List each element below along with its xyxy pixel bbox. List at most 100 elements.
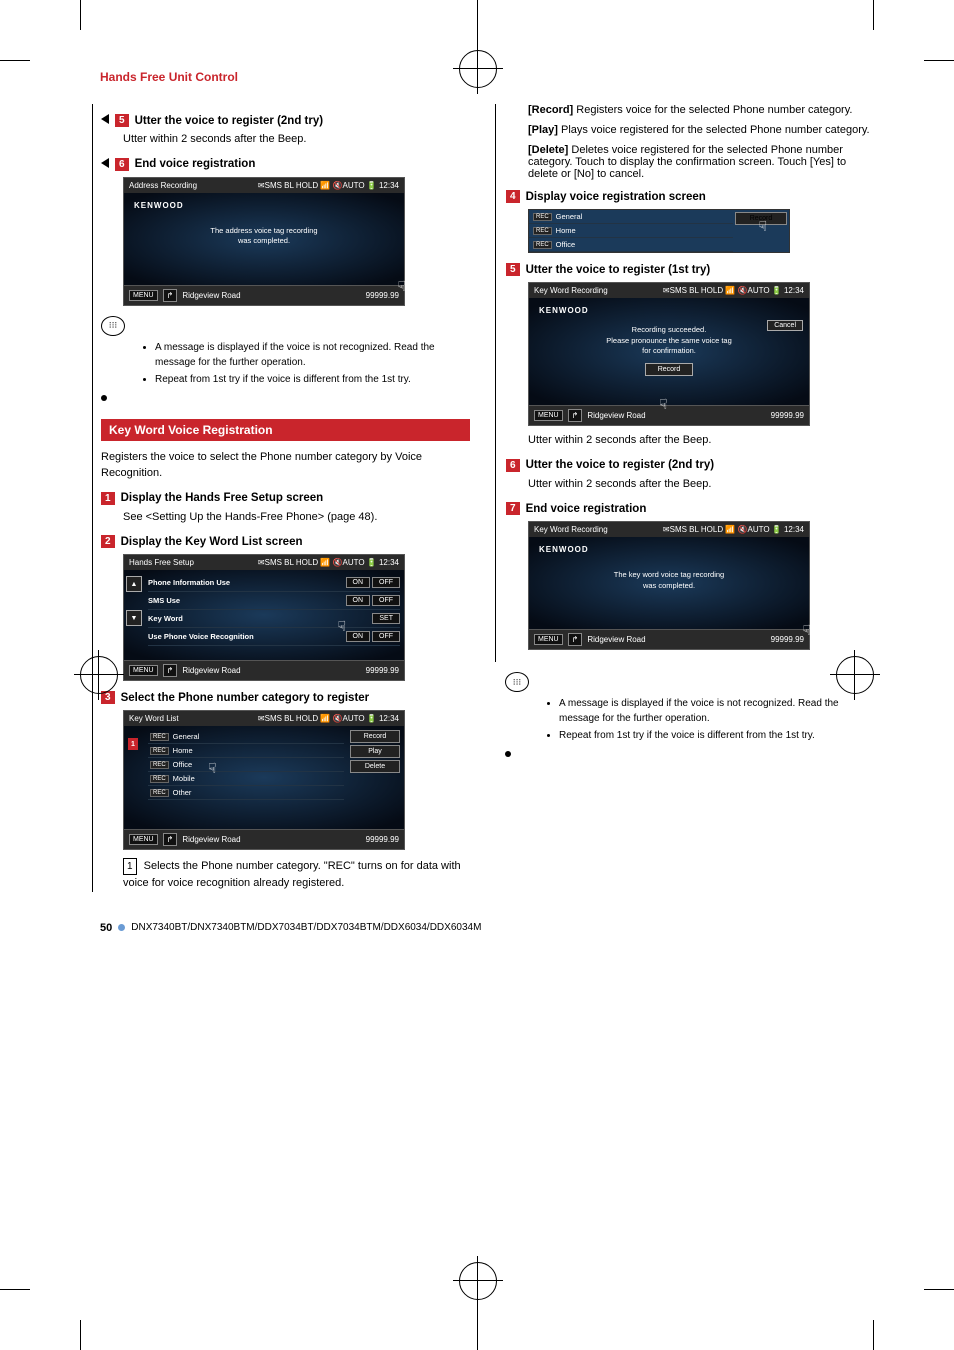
left-column: 5 Utter the voice to register (2nd try) … [92, 104, 470, 892]
step-title-3: Select the Phone number category to regi… [121, 692, 370, 704]
step5r-body: Utter within 2 seconds after the Beep. [528, 432, 874, 449]
def-delete: [Delete] Deletes voice registered for th… [528, 144, 874, 180]
screenshot-keyword-list: Key Word List ✉SMS BL HOLD 📶 🔇AUTO 🔋 12:… [123, 710, 405, 850]
screenshot-keyword-recording: Key Word Recording ✉SMS BL HOLD 📶 🔇AUTO … [528, 282, 810, 426]
on-button[interactable]: ON [346, 631, 371, 642]
pointer-hand-icon: ☟ [337, 618, 346, 635]
end-dot [101, 395, 107, 401]
off-button[interactable]: OFF [372, 631, 400, 642]
shot1-line2: was completed. [130, 236, 398, 247]
pointer-hand-icon: ☟ [758, 218, 767, 235]
arrow-icon[interactable]: ↱ [568, 633, 583, 646]
arrow-icon[interactable]: ↱ [163, 833, 178, 846]
shot5-icons: ✉SMS BL HOLD 📶 🔇AUTO 🔋 12:34 [663, 286, 804, 295]
menu-button[interactable]: MENU [129, 834, 158, 845]
on-button[interactable]: ON [346, 577, 371, 588]
list-item[interactable]: RECOffice [529, 238, 733, 252]
rec-tag: REC [533, 227, 552, 235]
rec-tag: REC [533, 213, 552, 221]
def-text: Registers voice for the selected Phone n… [576, 104, 852, 116]
on-button[interactable]: ON [346, 595, 371, 606]
step-num-2: 2 [101, 535, 115, 548]
ear-icon: ⁝⁝⁝ [101, 316, 125, 336]
row-voice-rec: Use Phone Voice Recognition [148, 632, 254, 641]
menu-button[interactable]: MENU [534, 634, 563, 645]
off-button[interactable]: OFF [372, 595, 400, 606]
shot5-line1: Recording succeeded. [535, 325, 803, 336]
menu-button[interactable]: MENU [534, 410, 563, 421]
step-num-1: 1 [101, 492, 115, 505]
road-name: Ridgeview Road [587, 411, 645, 420]
step-2: 2 Display the Key Word List screen [101, 535, 470, 548]
screenshot-voice-reg-small: RECGeneral RECHome RECOffice Record ☟ [528, 209, 790, 253]
step-num-5: 5 [115, 114, 129, 127]
step-title-6: End voice registration [135, 158, 256, 170]
note-1r: A message is displayed if the voice is n… [559, 696, 874, 726]
record-button[interactable]: Record [645, 363, 694, 377]
play-button[interactable]: Play [350, 745, 400, 758]
banner-subtitle: Registers the voice to select the Phone … [101, 449, 470, 482]
row-keyword: Key Word [148, 614, 183, 623]
list-item[interactable]: RECMobile [148, 772, 344, 786]
row-sms: SMS Use [148, 596, 180, 605]
note-icon: ⁝⁝⁝ [101, 316, 470, 336]
item-label: General [173, 732, 200, 741]
right-column: [Record] Registers voice for the selecte… [505, 104, 874, 892]
off-button[interactable]: OFF [372, 577, 400, 588]
list-item[interactable]: REC General [148, 730, 344, 744]
item-label: Mobile [173, 774, 195, 783]
set-button[interactable]: SET [372, 613, 400, 624]
shot1-line1: The address voice tag recording [130, 226, 398, 237]
delete-button[interactable]: Delete [350, 760, 400, 773]
footer-num: 99999.99 [771, 635, 804, 644]
menu-button[interactable]: MENU [129, 665, 158, 676]
arrow-icon[interactable]: ↱ [163, 289, 178, 302]
list-item[interactable]: REC General [529, 210, 733, 224]
pointer-hand-icon: ☟ [802, 622, 811, 639]
step-3: 3 Select the Phone number category to re… [101, 691, 470, 704]
step-5-left: 5 Utter the voice to register (2nd try) [101, 114, 470, 127]
note-1: A message is displayed if the voice is n… [155, 340, 470, 370]
step-body-1: See <Setting Up the Hands-Free Phone> (p… [123, 509, 470, 526]
item-label: Office [556, 240, 575, 249]
pointer-hand-icon: ☟ [397, 278, 406, 295]
rec-tag: REC [150, 733, 169, 741]
footer-num: 99999.99 [366, 291, 399, 300]
page-footer: 50 DNX7340BT/DNX7340BTM/DDX7034BT/DDX703… [100, 922, 874, 934]
step-7-right: 7 End voice registration [506, 502, 874, 515]
end-dot [505, 751, 511, 757]
scroll-down-button[interactable]: ▼ [126, 610, 142, 626]
arrow-icon[interactable]: ↱ [163, 664, 178, 677]
kenwood-label: KENWOOD [130, 199, 398, 212]
step-5-right: 5 Utter the voice to register (1st try) [506, 263, 874, 276]
caption-num-1: 1 [123, 858, 137, 875]
shot2-icons: ✉SMS BL HOLD 📶 🔇AUTO 🔋 12:34 [258, 558, 399, 567]
scroll-up-button[interactable]: ▲ [126, 576, 142, 592]
menu-button[interactable]: MENU [129, 290, 158, 301]
road-name: Ridgeview Road [182, 835, 240, 844]
list-item[interactable]: REC Home [529, 224, 733, 238]
screenshot-keyword-recording-done: Key Word Recording ✉SMS BL HOLD 📶 🔇AUTO … [528, 521, 810, 650]
item-label: Home [173, 746, 193, 755]
record-button[interactable]: Record [350, 730, 400, 743]
def-text: Plays voice registered for the selected … [561, 124, 870, 136]
row-phone-info: Phone Information Use [148, 578, 230, 587]
def-label: [Delete] [528, 144, 568, 156]
list-item[interactable]: RECHome [148, 744, 344, 758]
item-label: General [556, 212, 583, 221]
cancel-button[interactable]: Cancel [767, 320, 803, 331]
step-1: 1 Display the Hands Free Setup screen [101, 492, 470, 505]
list-item[interactable]: RECOffice [148, 758, 344, 772]
step-title-4: Display voice registration screen [526, 191, 706, 203]
arrow-icon[interactable]: ↱ [568, 409, 583, 422]
rec-tag: REC [150, 761, 169, 769]
shot3-title: Key Word List [129, 714, 179, 723]
shot2-title: Hands Free Setup [129, 558, 194, 567]
shot5-title: Key Word Recording [534, 286, 608, 295]
shot5-line2: Please pronounce the same voice tag [535, 336, 803, 347]
step-num-7: 7 [506, 502, 520, 515]
step-4-right: 4 Display voice registration screen [506, 190, 874, 203]
pointer-hand-icon: ☟ [208, 760, 217, 777]
item-label: Home [556, 226, 576, 235]
list-item[interactable]: RECOther [148, 786, 344, 800]
